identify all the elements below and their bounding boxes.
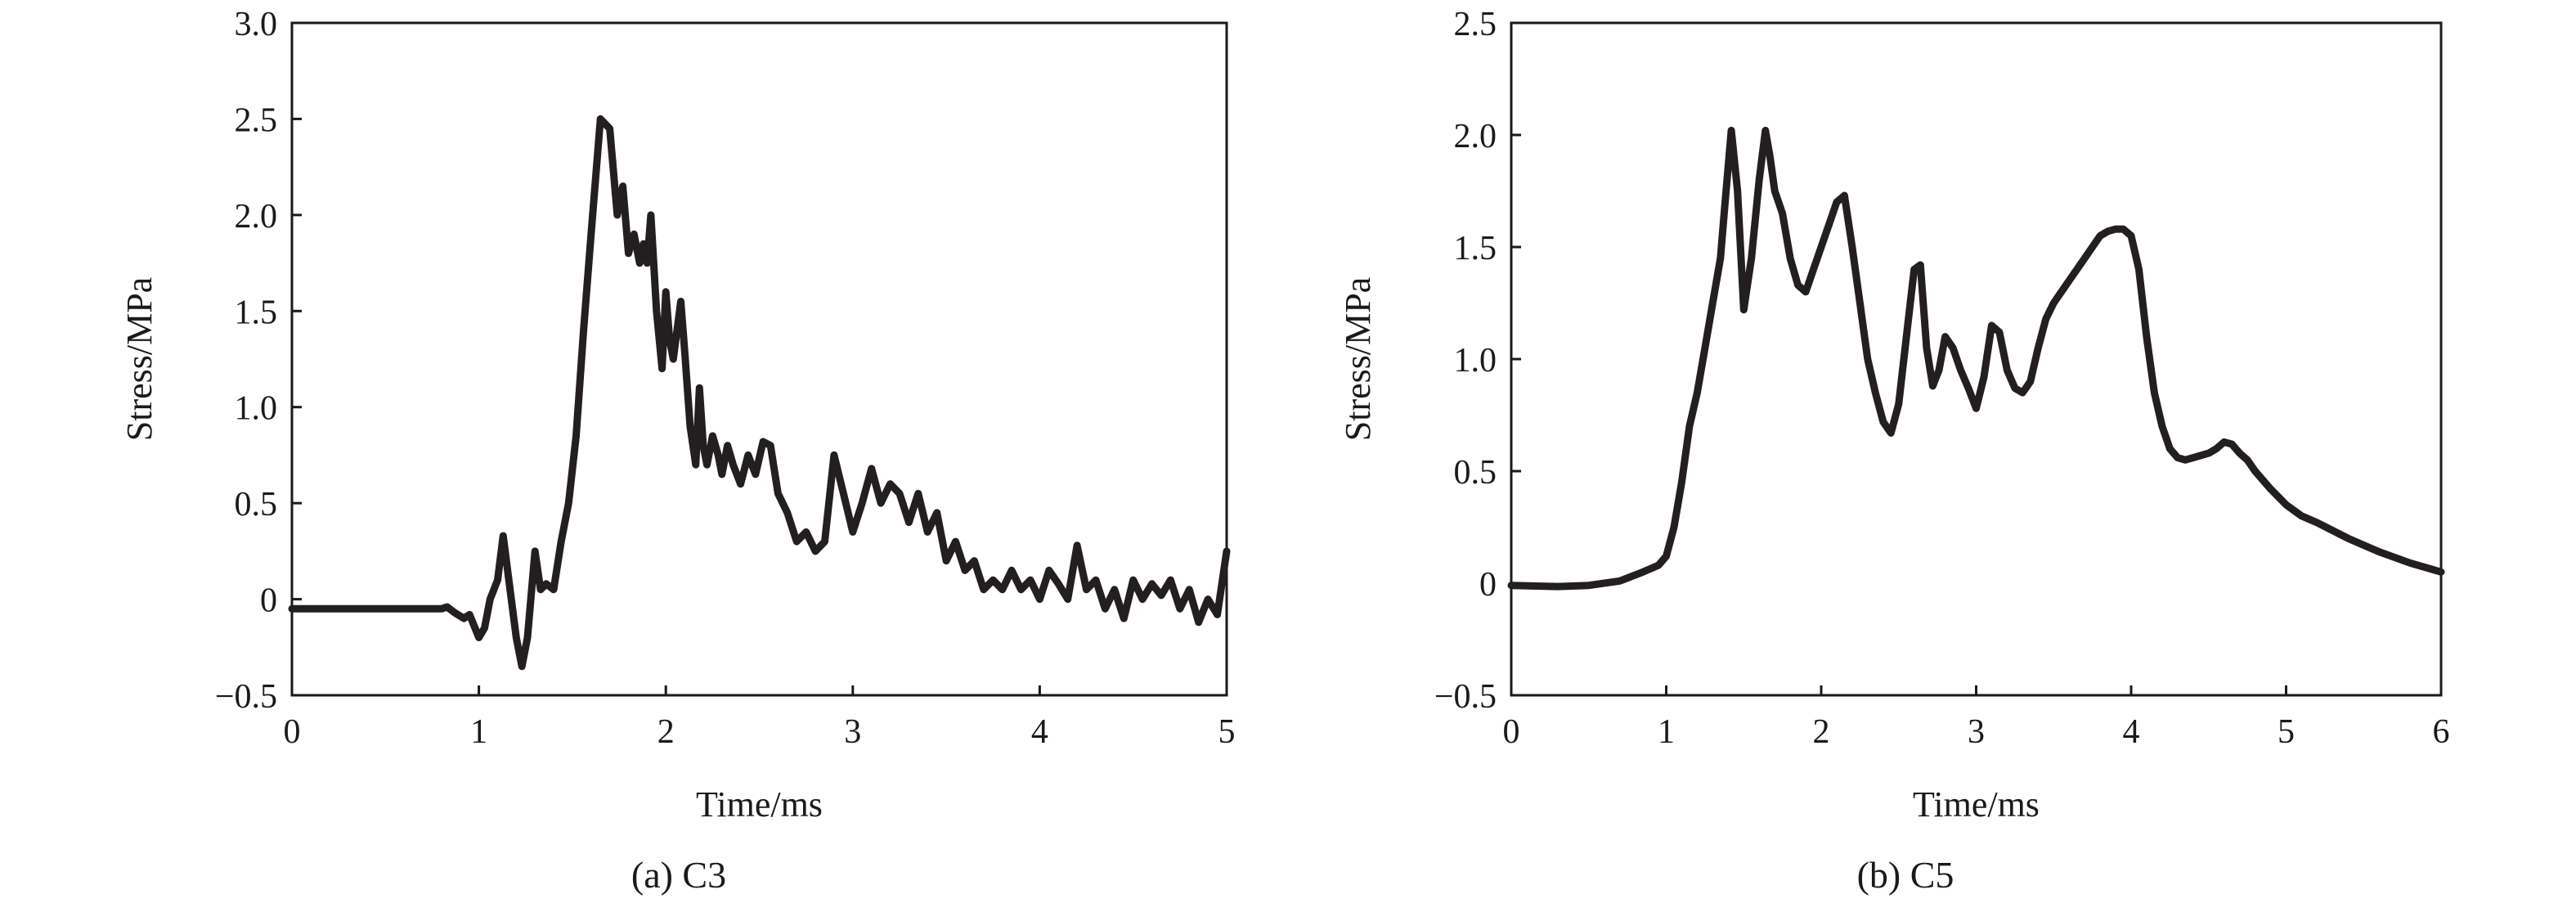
x-tick-label: 3 — [1968, 713, 1985, 751]
y-tick-label: 2.0 — [1454, 118, 1497, 155]
y-tick-label: 3.0 — [235, 6, 278, 43]
x-tick-label: 4 — [2123, 713, 2140, 751]
y-tick-label: 0.5 — [235, 486, 278, 523]
y-tick-label: 0.5 — [1454, 454, 1497, 492]
y-tick-label: −0.5 — [1434, 678, 1497, 716]
y-tick-label: 1.5 — [235, 294, 278, 331]
chart-panel-2: 0 1 2 3 4 5 6−0.500.51.01.52.02.5Time/msStress… — [1338, 6, 2450, 896]
x-tick-label: 1 — [1658, 713, 1675, 751]
y-tick-label: 2.0 — [235, 198, 278, 236]
x-tick-label: 3 — [844, 713, 861, 751]
x-tick-label: 0 — [284, 713, 301, 751]
x-tick-label: 4 — [1031, 713, 1048, 751]
stress-series-line — [288, 115, 1231, 671]
x-tick-label: 5 — [2278, 713, 2295, 751]
x-tick-label: 6 — [2433, 713, 2450, 751]
y-tick-label: 2.5 — [235, 101, 278, 139]
y-tick-label: 1.0 — [1454, 342, 1497, 380]
x-tick-label: 0 — [1503, 713, 1520, 751]
x-tick-label: 2 — [1813, 713, 1830, 751]
y-tick-label: −0.5 — [215, 678, 277, 716]
y-tick-label: 0 — [1479, 566, 1497, 604]
y-tick-label: 1.0 — [235, 390, 278, 428]
panel-caption: (a) C3 — [631, 854, 726, 896]
x-axis-label: Time/ms — [696, 784, 823, 824]
panel-caption: (b) C5 — [1857, 854, 1954, 896]
y-axis-label: Stress/MPa — [1338, 277, 1378, 441]
y-tick-label: 0 — [260, 582, 277, 620]
y-axis-label: Stress/MPa — [119, 277, 159, 441]
plot-frame — [290, 21, 1228, 697]
x-tick-label: 2 — [657, 713, 675, 751]
x-tick-label: 1 — [470, 713, 487, 751]
y-tick-label: 2.5 — [1454, 6, 1497, 43]
y-tick-label: 1.5 — [1454, 230, 1497, 267]
chart-panel-1: 0 1 2 3 4 5−0.500.51.01.52.02.53.0Time/msStre… — [119, 6, 1236, 896]
x-tick-label: 5 — [1218, 713, 1236, 751]
stress-series-line — [1507, 127, 2445, 591]
x-axis-label: Time/ms — [1913, 784, 2040, 824]
plot-frame — [1510, 21, 2443, 697]
